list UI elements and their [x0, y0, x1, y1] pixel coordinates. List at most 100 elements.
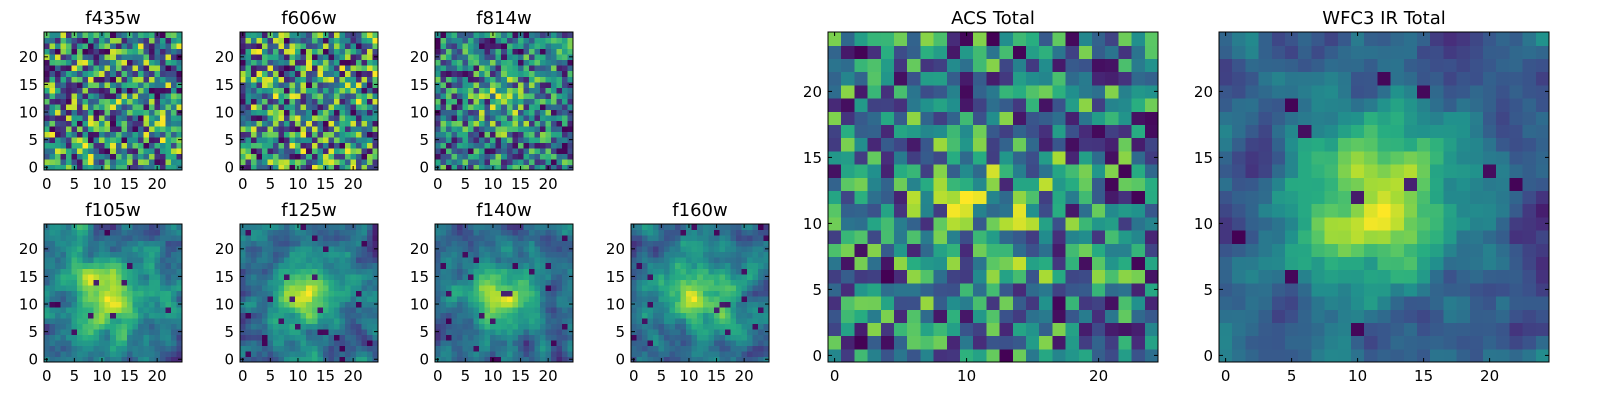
heatmap-cell [567, 306, 574, 313]
heatmap-cell [484, 350, 491, 358]
heatmap-cell [344, 153, 351, 160]
heatmap-cell [93, 273, 100, 280]
heatmap-cell [240, 334, 247, 341]
heatmap-cell [278, 136, 285, 143]
heatmap-cell [361, 32, 368, 39]
heatmap-cell [708, 323, 715, 330]
heatmap-cell [440, 147, 447, 155]
heatmap-cell [132, 142, 139, 149]
heatmap-cell [82, 229, 89, 236]
heatmap-cell [550, 273, 558, 280]
heatmap-cell [148, 235, 155, 242]
heatmap-cell [355, 164, 363, 171]
heatmap-cell [490, 339, 497, 347]
heatmap-cell [468, 54, 475, 61]
heatmap-cell [642, 334, 649, 341]
heatmap-cell [691, 290, 698, 297]
heatmap-cell [317, 109, 324, 116]
heatmap-cell [675, 323, 682, 330]
heatmap-cell [328, 328, 335, 335]
heatmap-cell [317, 356, 324, 363]
heatmap-cell [435, 323, 442, 330]
heatmap-cell [99, 323, 106, 330]
heatmap-cell [240, 87, 247, 94]
heatmap-cell [534, 268, 541, 275]
heatmap-cell [278, 120, 285, 127]
heatmap-cell [561, 120, 569, 127]
heatmap-cell [137, 279, 144, 286]
heatmap-cell [77, 136, 84, 143]
heatmap-cell [468, 339, 475, 347]
heatmap-cell [495, 153, 502, 160]
heatmap-cell [501, 32, 508, 39]
heatmap-cell [675, 273, 682, 280]
heatmap-cell [561, 76, 569, 83]
heatmap-cell [495, 59, 502, 66]
heatmap-cell [256, 76, 263, 83]
heatmap-cell [143, 295, 150, 302]
heatmap-cell [361, 328, 368, 335]
heatmap-cell [495, 81, 502, 88]
heatmap-cell [697, 356, 704, 363]
heatmap-cell [295, 301, 302, 308]
heatmap-cell [457, 268, 464, 275]
heatmap-cell [121, 295, 128, 302]
heatmap-cell [501, 103, 508, 110]
heatmap-cell [99, 81, 106, 88]
heatmap-cell [333, 306, 340, 313]
heatmap-cell [713, 328, 720, 335]
heatmap-cell [300, 224, 307, 231]
heatmap-cell [1105, 269, 1119, 284]
heatmap-cell [143, 136, 150, 143]
heatmap-cell [132, 92, 139, 99]
heatmap-cell [339, 164, 346, 171]
heatmap-cell [366, 109, 374, 116]
heatmap-cell [176, 257, 183, 264]
heatmap-cell [735, 301, 742, 308]
heatmap-cell [295, 257, 302, 264]
heatmap-cell [245, 350, 252, 358]
heatmap-cell [245, 339, 252, 347]
heatmap-cell [93, 246, 100, 253]
heatmap-cell [545, 125, 552, 132]
heatmap-cell [137, 37, 144, 44]
heatmap-cell [479, 158, 486, 166]
heatmap-cell [245, 120, 252, 127]
heatmap-cell [1052, 282, 1067, 297]
heatmap-cell [1039, 177, 1053, 191]
heatmap-cell [159, 345, 167, 352]
heatmap-cell [256, 32, 263, 39]
heatmap-cell [344, 142, 351, 149]
heatmap-cell [517, 81, 524, 88]
heatmap-cell [278, 54, 285, 61]
heatmap-cell [702, 317, 709, 324]
heatmap-cell [730, 246, 737, 253]
heatmap-cell [256, 142, 263, 149]
heatmap-cell [642, 356, 649, 363]
heatmap-cell [490, 262, 497, 269]
heatmap-cell [457, 136, 464, 143]
heatmap-cell [664, 290, 671, 297]
heatmap-cell [99, 120, 106, 127]
heatmap-cell [669, 273, 676, 280]
heatmap-cell [686, 295, 693, 302]
heatmap-cell [159, 350, 167, 358]
heatmap-cell [545, 306, 552, 313]
heatmap-cell [473, 81, 480, 88]
heatmap-cell [251, 109, 258, 116]
heatmap-cell [88, 317, 95, 324]
heatmap-cell [517, 350, 524, 358]
heatmap-cell [484, 273, 491, 280]
heatmap-cell [658, 306, 665, 313]
heatmap-cell [484, 279, 491, 286]
heatmap-cell [355, 328, 363, 335]
heatmap-cell [126, 81, 133, 88]
heatmap-cell [636, 295, 643, 302]
heatmap-cell [708, 345, 715, 352]
heatmap-cell [311, 87, 318, 94]
heatmap-cell [176, 290, 183, 297]
heatmap-cell [344, 323, 351, 330]
heatmap-cell [653, 240, 660, 247]
heatmap-cell [82, 59, 89, 66]
heatmap-cell [66, 43, 73, 50]
